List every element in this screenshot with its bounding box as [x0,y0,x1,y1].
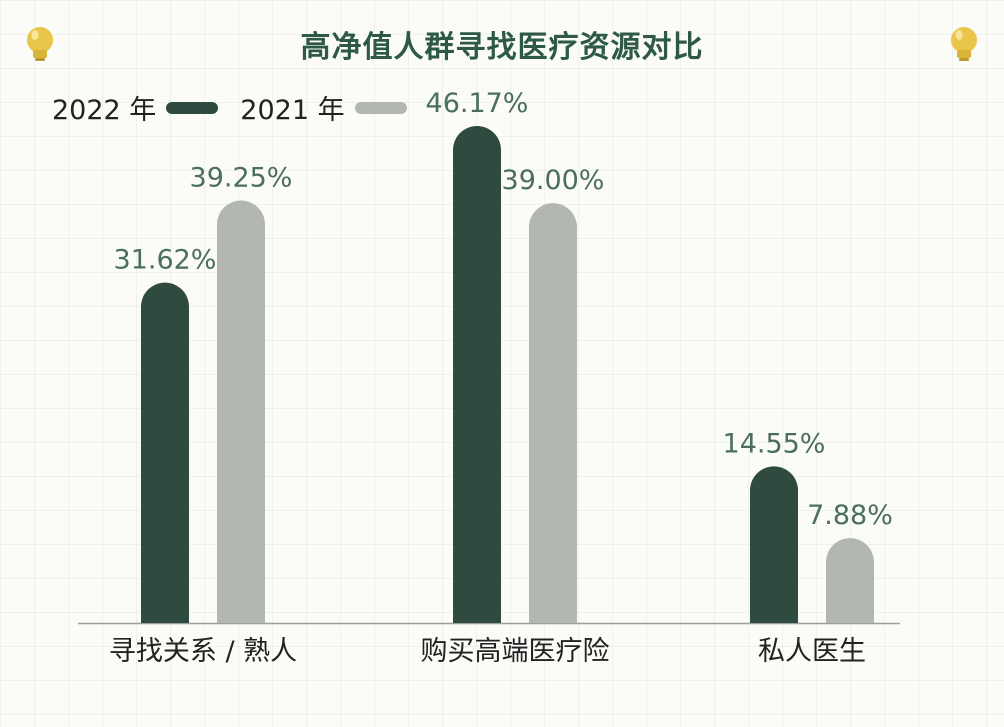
bar-2021-2 [826,538,874,623]
bar-2022-2 [750,466,798,623]
data-label-2022-2: 14.55% [723,428,826,459]
legend-item-2022: 2022 年 [52,88,219,127]
legend-label-2022: 2022 年 [52,95,157,126]
data-label-2021-0: 39.25% [190,162,293,193]
bar-2021-1 [529,203,577,623]
lightbulb-icon [27,27,53,61]
legend-item-2021: 2021 年 [240,88,407,127]
data-label-2021-1: 39.00% [502,165,605,196]
legend-label-2021: 2021 年 [240,95,345,126]
data-label-2022-0: 31.62% [114,245,217,276]
data-label-2022-1: 46.17% [426,88,529,119]
bar-2022-1 [453,126,501,623]
bar-2022-0 [141,282,189,623]
category-label-1: 购买高端医疗险 [421,636,610,667]
legend-swatch-2021 [354,101,407,114]
lightbulb-icon [951,27,977,61]
chart-legend: 2022 年 2021 年 [52,88,429,127]
chart-title: 高净值人群寻找医疗资源对比 [300,30,704,65]
category-label-2: 私人医生 [758,636,866,667]
data-label-2021-2: 7.88% [807,500,893,531]
category-label-0: 寻找关系 / 熟人 [109,636,297,667]
legend-swatch-2022 [166,101,219,114]
bar-2021-0 [217,200,265,623]
